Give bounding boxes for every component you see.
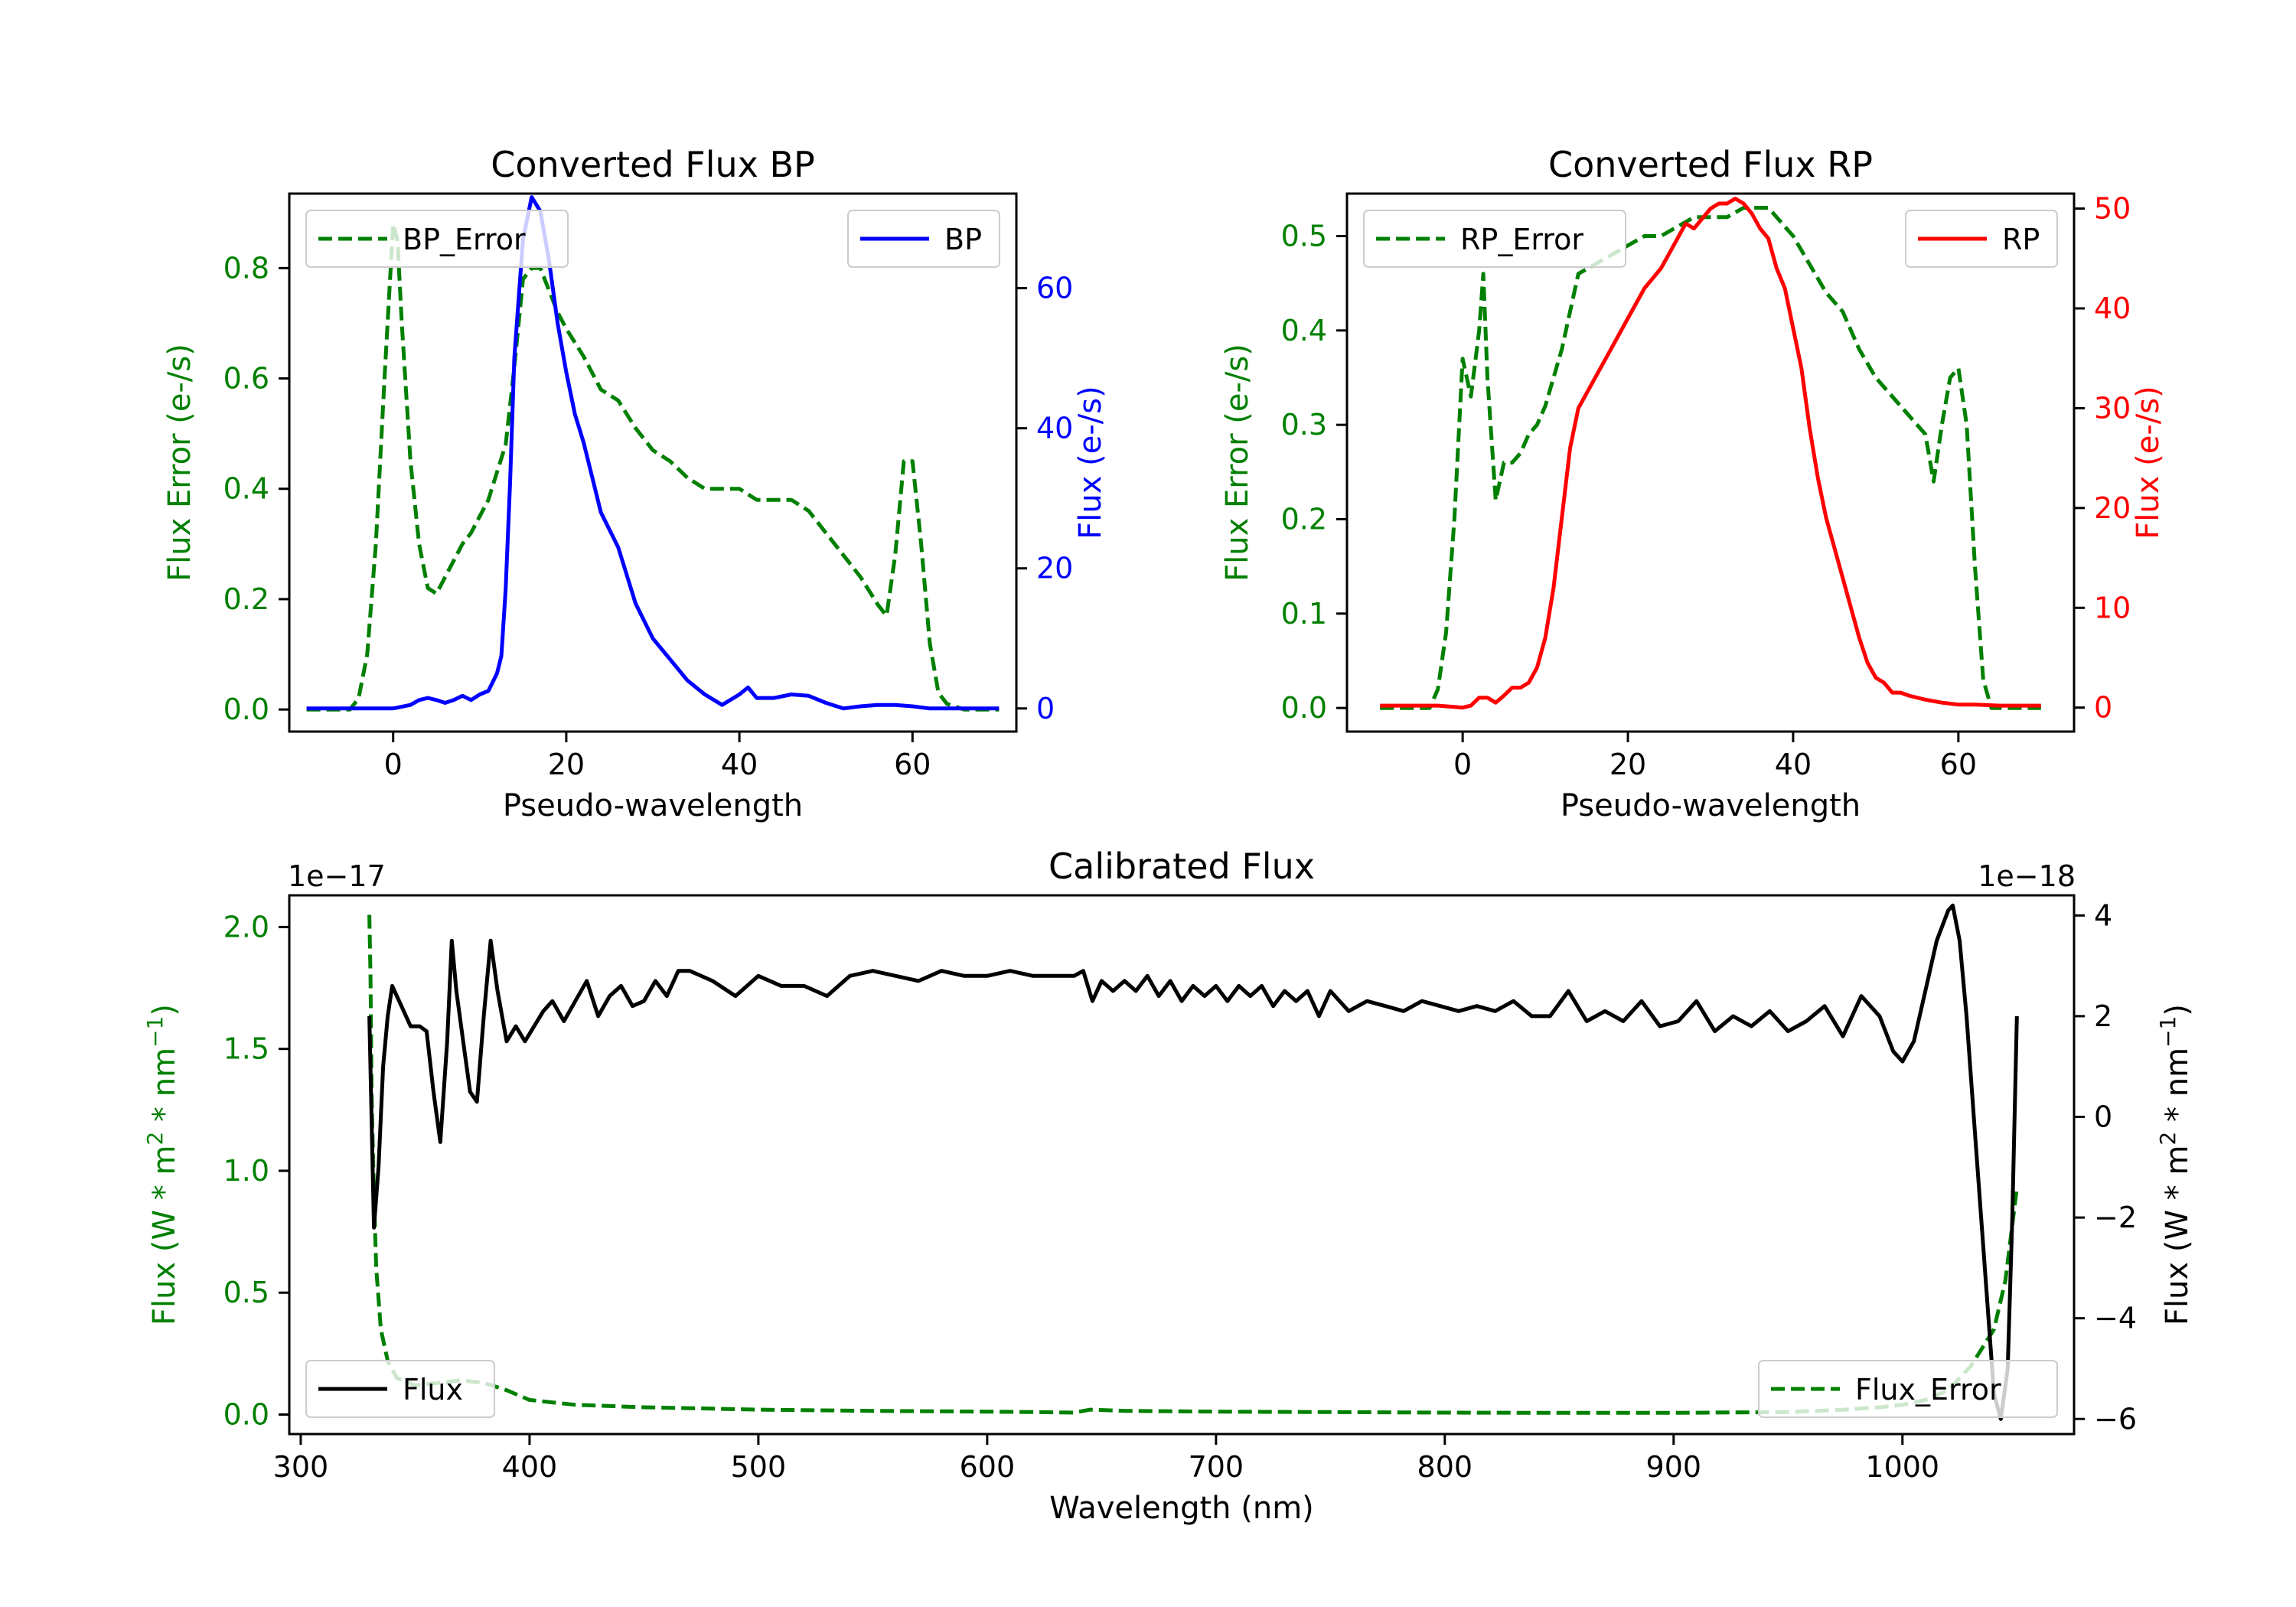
y-left-tick-label: 1.0 <box>223 1154 269 1188</box>
legend-label: RP <box>2002 223 2040 256</box>
legend-box <box>305 210 569 268</box>
y-left-tick-label: 0.1 <box>1281 597 1327 631</box>
y-left-axis-label: Flux Error (e-/s) <box>1220 344 1255 582</box>
legend-right: Flux_Error <box>1758 1360 2058 1418</box>
x-axis-label: Wavelength (nm) <box>1049 1491 1314 1526</box>
chart-panel-2: 0 20 40 60 0.0 0.1 0.2 0.3 0.4 0.5 0 10 20 30 40 50 Conv… <box>1220 144 2166 823</box>
y-left-tick-label: 1.5 <box>223 1032 269 1066</box>
y-left-tick-label: 2.0 <box>223 910 269 944</box>
legend-label: Flux_Error <box>1855 1373 2001 1407</box>
y-left-tick-label: 0.4 <box>1281 314 1327 347</box>
y-right-tick-label: −6 <box>2094 1402 2137 1436</box>
legend-box <box>305 1360 495 1418</box>
y-right-tick-label: 2 <box>2094 999 2112 1033</box>
y-left-tick-label: 0.4 <box>223 472 269 506</box>
chart-panel-3: 300 400 500 600 700 800 900 1000 0.0 0.5 1.0 1.5 2.0… <box>142 846 2196 1526</box>
x-tick-label: 60 <box>894 748 931 781</box>
chart-title: Converted Flux BP <box>491 144 815 185</box>
y-left-axis-label: Flux (W * m2 * nm−1) <box>142 1004 183 1325</box>
y-right-tick-label: 0 <box>2094 691 2112 725</box>
series-line-rp <box>1380 197 2041 710</box>
legend-left: RP_Error <box>1363 210 1626 268</box>
y-right-tick-label: 30 <box>2094 391 2131 425</box>
x-tick-label: 300 <box>273 1450 329 1484</box>
y-right-axis-label: Flux (e-/s) <box>1073 386 1108 539</box>
x-tick-label: 60 <box>1940 748 1977 781</box>
x-tick-label: 900 <box>1646 1450 1702 1484</box>
x-tick-label: 1000 <box>1865 1450 1939 1484</box>
legend-label: Flux <box>403 1373 463 1407</box>
y-right-tick-label: 0 <box>2094 1100 2112 1133</box>
y-right-tick-label: −2 <box>2094 1201 2137 1234</box>
y-right-tick-label: 50 <box>2094 192 2131 226</box>
legend-left: BP_Error <box>305 210 569 268</box>
x-tick-label: 800 <box>1417 1450 1473 1484</box>
chart-panel-1: 0 20 40 60 0.0 0.2 0.4 0.6 0.8 0 20 40 60 Converted F… <box>162 144 1108 823</box>
y-left-tick-label: 0.8 <box>223 251 269 285</box>
y-left-tick-label: 0.3 <box>1281 408 1327 442</box>
y-left-tick-label: 0.2 <box>223 582 269 616</box>
series-line-bp <box>306 195 1000 711</box>
plot-frame <box>1345 192 2076 733</box>
y-left-axis-label: Flux Error (e-/s) <box>162 344 197 582</box>
legend-label: BP <box>944 223 982 256</box>
y-right-tick-label: 20 <box>1036 552 1073 585</box>
y-left-tick-label: 0.6 <box>223 362 269 396</box>
y-left-tick-label: 0.5 <box>223 1276 269 1309</box>
y-right-offset-label: 1e−18 <box>1978 859 2076 893</box>
legend-label: RP_Error <box>1460 223 1583 256</box>
x-tick-label: 40 <box>721 748 758 781</box>
y-right-tick-label: 0 <box>1036 692 1055 725</box>
y-left-tick-label: 0.0 <box>223 1398 269 1432</box>
y-left-offset-label: 1e−17 <box>288 859 386 893</box>
y-right-tick-label: 40 <box>1036 412 1073 445</box>
x-axis-label: Pseudo-wavelength <box>1561 788 1861 823</box>
y-right-tick-label: 10 <box>2094 591 2131 624</box>
x-tick-label: 400 <box>502 1450 558 1484</box>
plot-frame <box>288 192 1018 733</box>
x-tick-label: 700 <box>1189 1450 1244 1484</box>
y-right-tick-label: 60 <box>1036 272 1073 305</box>
series-line-flux <box>367 903 2019 1421</box>
y-left-tick-label: 0.5 <box>1281 220 1327 253</box>
x-tick-label: 40 <box>1775 748 1812 781</box>
x-tick-label: 20 <box>1609 748 1646 781</box>
y-right-tick-label: 4 <box>2094 898 2112 932</box>
legend-box <box>1363 210 1626 268</box>
plot-frame <box>288 894 2076 1436</box>
legend-box <box>1758 1360 2058 1418</box>
x-tick-label: 0 <box>1453 748 1472 781</box>
x-tick-label: 500 <box>731 1450 787 1484</box>
x-tick-label: 20 <box>548 748 585 781</box>
legend-right: RP <box>1905 210 2058 268</box>
y-left-tick-label: 0.0 <box>1281 691 1327 725</box>
y-right-tick-label: −4 <box>2094 1302 2137 1335</box>
legend-label: BP_Error <box>403 223 526 256</box>
legend-right: BP <box>847 210 1000 268</box>
x-tick-label: 600 <box>960 1450 1016 1484</box>
x-tick-label: 0 <box>384 748 403 781</box>
chart-title: Calibrated Flux <box>1049 846 1315 887</box>
legend-left: Flux <box>305 1360 495 1418</box>
series-line-rp-error <box>1380 206 2041 710</box>
y-left-tick-label: 0.0 <box>223 693 269 726</box>
y-left-tick-label: 0.2 <box>1281 503 1327 536</box>
y-right-axis-label: Flux (e-/s) <box>2131 386 2166 539</box>
y-right-tick-label: 40 <box>2094 292 2131 325</box>
chart-title: Converted Flux RP <box>1548 144 1873 185</box>
y-right-axis-label: Flux (W * m2 * nm−1) <box>2155 1004 2196 1325</box>
y-right-tick-label: 20 <box>2094 491 2131 525</box>
series-line-bp-error <box>306 222 1000 712</box>
x-axis-label: Pseudo-wavelength <box>503 788 803 823</box>
